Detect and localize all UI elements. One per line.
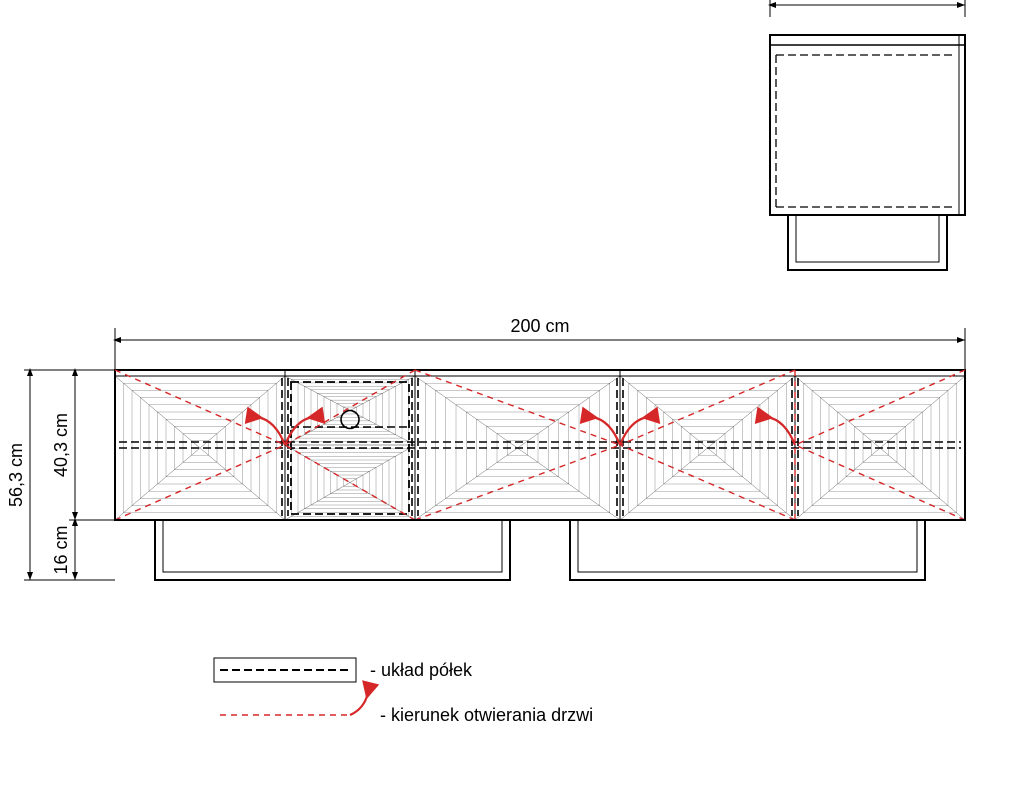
dim-total-height: 56,3 cm <box>6 443 26 507</box>
side-view: 40 cm <box>770 0 965 270</box>
legend: - układ półek - kierunek otwierania drzwi <box>214 658 593 725</box>
technical-drawing-svg: 40 cm 200 cm 56,3 cm 40,3 cm 16 cm - układ pó… <box>0 0 1020 787</box>
diagram-stage: 40 cm 200 cm 56,3 cm 40,3 cm 16 cm - układ pó… <box>0 0 1020 787</box>
dim-body-height: 40,3 cm <box>51 413 71 477</box>
front-view: 200 cm 56,3 cm 40,3 cm 16 cm <box>6 316 965 580</box>
legend-shelf-label: - układ półek <box>370 660 473 680</box>
dim-total-width: 200 cm <box>510 316 569 336</box>
dim-side-depth: 40 cm <box>843 0 892 3</box>
dim-leg-height: 16 cm <box>51 525 71 574</box>
drawer-knob-icon <box>341 411 359 429</box>
legend-door-label: - kierunek otwierania drzwi <box>380 705 593 725</box>
